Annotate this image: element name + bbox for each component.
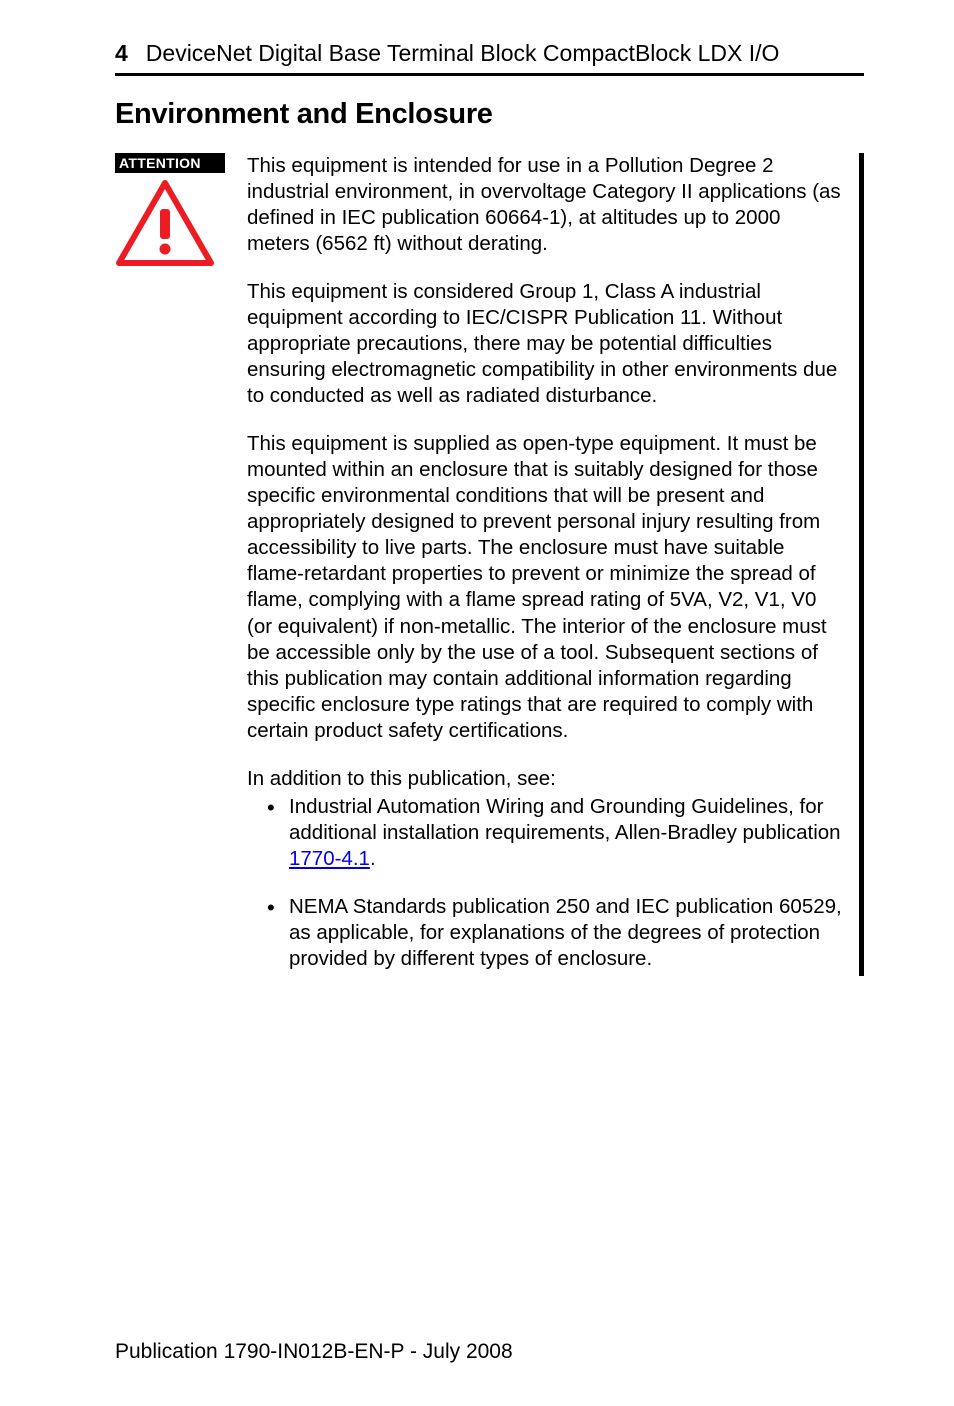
header-title: DeviceNet Digital Base Terminal Block Co… xyxy=(146,40,780,67)
attention-bullets: Industrial Automation Wiring and Groundi… xyxy=(247,794,845,972)
attention-paragraph: This equipment is considered Group 1, Cl… xyxy=(247,279,845,409)
list-item: Industrial Automation Wiring and Groundi… xyxy=(289,794,845,872)
bullet-text: NEMA Standards publication 250 and IEC p… xyxy=(289,895,842,970)
page: 4 DeviceNet Digital Base Terminal Block … xyxy=(0,0,954,1406)
section-title: Environment and Enclosure xyxy=(115,98,864,131)
attention-badge: ATTENTION xyxy=(115,153,225,273)
attention-label: ATTENTION xyxy=(115,153,225,173)
footer-rest: 1790-IN012B-EN-P - July 2008 xyxy=(218,1340,513,1363)
attention-paragraph: This equipment is intended for use in a … xyxy=(247,153,845,257)
page-number: 4 xyxy=(115,40,128,67)
list-item: NEMA Standards publication 250 and IEC p… xyxy=(289,894,845,972)
attention-paragraph: This equipment is supplied as open-type … xyxy=(247,431,845,743)
publication-link[interactable]: 1770-4.1 xyxy=(289,847,370,870)
attention-block: ATTENTION This equipment is intended for… xyxy=(115,153,864,976)
bullet-text-pre: Industrial Automation Wiring and Groundi… xyxy=(289,795,841,844)
running-header: 4 DeviceNet Digital Base Terminal Block … xyxy=(115,40,864,67)
attention-leadin: In addition to this publication, see: xyxy=(247,766,845,792)
publication-footer: Publication 1790-IN012B-EN-P - July 2008 xyxy=(115,1340,513,1364)
warning-triangle-icon xyxy=(115,179,215,267)
bullet-text-post: . xyxy=(370,847,376,870)
footer-prefix: Publication xyxy=(115,1340,218,1363)
attention-body: This equipment is intended for use in a … xyxy=(247,153,864,976)
header-rule xyxy=(115,73,864,76)
